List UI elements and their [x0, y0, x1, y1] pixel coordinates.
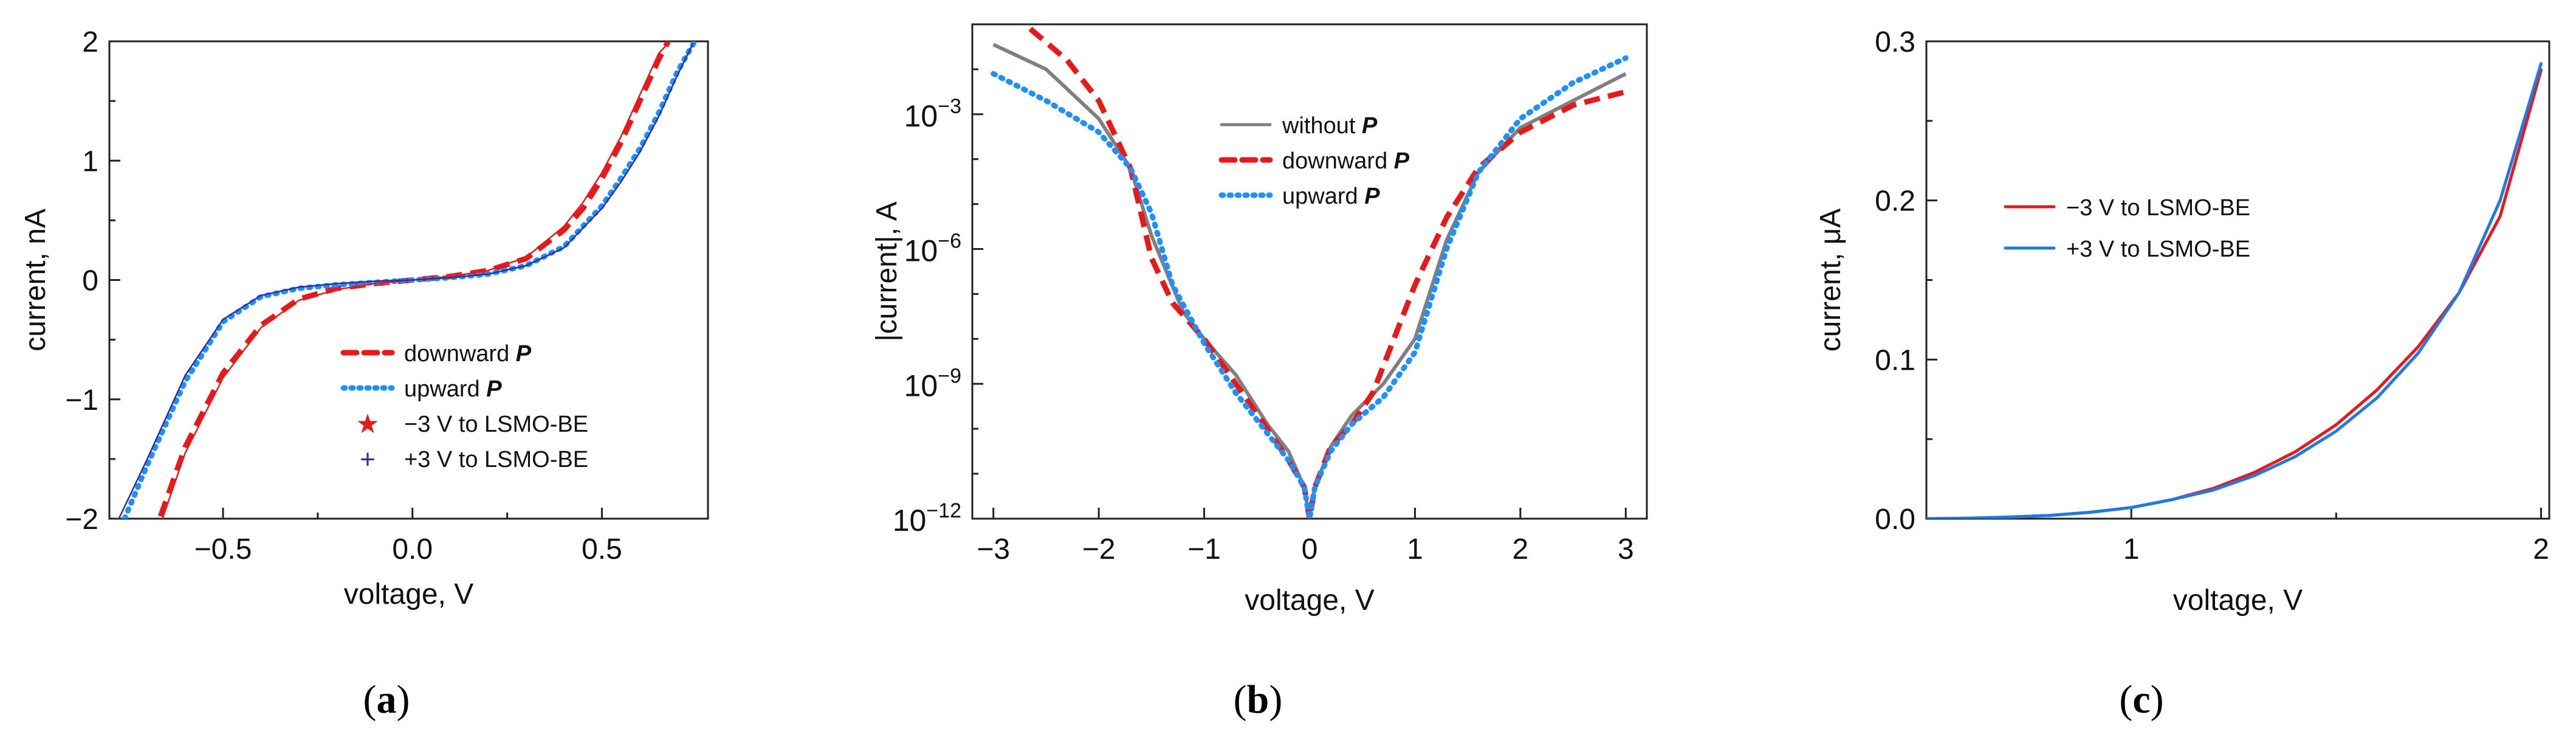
y-axis-label-b: |current|, A: [871, 201, 903, 341]
y-tick-label-a: 0: [82, 265, 98, 297]
y-tick-label-a: 1: [82, 145, 98, 178]
x-axis-label-c: voltage, V: [2173, 584, 2303, 617]
y-tick-base: 10: [904, 368, 938, 403]
y-tick-base: 10: [904, 234, 938, 268]
legend-label-1: +3 V to LSMO-BE: [2066, 237, 2250, 262]
y-axis-label-c: current, μA: [1815, 209, 1847, 352]
legend-entry-1-0: without P: [1220, 113, 1378, 139]
y-tick-label-b: 10−3: [904, 95, 961, 133]
x-tick-label-c: 1: [2123, 533, 2140, 565]
legend-label-0: downward P: [404, 341, 532, 367]
x-tick-label-a: 0.5: [582, 533, 622, 565]
legend-label-symbol: P: [486, 376, 502, 402]
plot-c-series: [1926, 62, 2543, 519]
x-tick-label-b: 2: [1513, 533, 1529, 565]
legend-label-2: upward P: [1282, 184, 1380, 209]
legend-label-text: upward: [1282, 184, 1364, 209]
legend-label-3: +3 V to LSMO-BE: [404, 447, 588, 472]
x-tick-label-a: 0.0: [392, 533, 433, 565]
y-tick-label-c: 0.1: [1875, 344, 1915, 376]
x-tick-label-b: 1: [1407, 533, 1423, 565]
y-tick-label-a: −2: [65, 503, 98, 536]
panel-caption-b: (b): [1234, 677, 1283, 722]
panel-caption-c: (c): [2119, 677, 2163, 722]
caption-open: (: [2119, 677, 2132, 722]
legend-label-text: without: [1282, 113, 1362, 139]
y-tick-label-b: 10−12: [893, 499, 961, 538]
caption-close: ): [1269, 677, 1282, 722]
legend-entry-1-1: downward P: [1218, 148, 1410, 174]
legend-entry-0-3: + +3 V to LSMO-BE: [360, 444, 588, 474]
y-tick-base: 10: [893, 503, 927, 538]
legend-label-1: upward P: [404, 376, 502, 402]
legend-entry-1-2: upward P: [1218, 184, 1380, 209]
plot-a-series: [118, 41, 698, 519]
series-a-0: [157, 41, 671, 517]
legend-entry-0-1: upward P: [340, 376, 502, 402]
legend-label-0: without P: [1282, 113, 1378, 139]
series-c-0: [1926, 68, 2543, 519]
y-tick-exponent: −12: [926, 499, 961, 522]
legend-marker-3: +: [360, 444, 376, 474]
x-tick-label-b: −1: [1187, 533, 1221, 565]
legend-label-text: −3 V to LSMO-BE: [2066, 195, 2250, 221]
panel-caption-a: (a): [363, 677, 410, 722]
series-b-1: [1028, 26, 1627, 519]
legend-entry-0-0: downward P: [340, 341, 532, 367]
legend-label-2: −3 V to LSMO-BE: [404, 412, 588, 437]
series-a-2: [162, 41, 671, 519]
legend-label-1: downward P: [1282, 148, 1410, 174]
legend-label-symbol: P: [1364, 184, 1380, 209]
plot-b-frame: [971, 23, 1648, 520]
legend-label-symbol: P: [1394, 148, 1410, 174]
caption-letter: b: [1247, 677, 1269, 722]
y-tick-label-b: 10−9: [904, 364, 961, 403]
y-tick-base: 10: [904, 99, 938, 133]
legend-label-text: downward: [1282, 148, 1394, 174]
y-tick-label-a: 2: [82, 26, 98, 58]
x-tick-label-b: −2: [1082, 533, 1116, 565]
y-tick-label-c: 0.3: [1875, 26, 1915, 58]
y-tick-label-c: 0.2: [1875, 185, 1915, 218]
legend-marker-2: ★: [355, 409, 379, 439]
y-tick-label-c: 0.0: [1875, 503, 1915, 536]
legend-label-text: upward: [404, 376, 486, 402]
x-axis-label-b: voltage, V: [1245, 584, 1374, 617]
caption-close: ): [2151, 677, 2164, 722]
x-tick-label-b: 3: [1618, 533, 1634, 565]
y-tick-label-a: −1: [65, 384, 98, 417]
series-a-3: [118, 43, 694, 519]
caption-letter: a: [377, 677, 397, 722]
y-axis-label-a: current, nA: [19, 209, 52, 351]
legend-label-text: downward: [404, 341, 516, 367]
x-tick-label-b: −3: [977, 533, 1010, 565]
y-tick-exponent: −3: [938, 95, 961, 118]
y-tick-label-b: 10−6: [904, 230, 961, 268]
legend-label-text: +3 V to LSMO-BE: [2066, 237, 2250, 262]
x-tick-label-c: 2: [2533, 533, 2549, 565]
x-tick-label-b: 0: [1302, 533, 1318, 565]
legend-entry-2-0: −3 V to LSMO-BE: [2004, 195, 2250, 221]
caption-open: (: [363, 677, 377, 722]
x-axis-label-a: voltage, V: [344, 578, 473, 610]
y-tick-exponent: −6: [938, 230, 961, 253]
y-tick-exponent: −9: [938, 364, 961, 387]
legend-label-0: −3 V to LSMO-BE: [2066, 195, 2250, 221]
legend-label-text: +3 V to LSMO-BE: [404, 447, 588, 472]
series-b-2: [991, 55, 1629, 519]
caption-open: (: [1234, 677, 1247, 722]
plot-c-frame: [1925, 40, 2550, 520]
legend-entry-2-1: +3 V to LSMO-BE: [2004, 237, 2250, 262]
x-tick-label-a: −0.5: [194, 533, 252, 565]
legend-label-symbol: P: [1362, 113, 1378, 139]
series-c-1: [1926, 62, 2543, 519]
legend-entry-0-2: ★ −3 V to LSMO-BE: [355, 409, 588, 439]
caption-close: ): [397, 677, 410, 722]
plot-b-series: [991, 26, 1629, 519]
legend-label-text: −3 V to LSMO-BE: [404, 412, 588, 437]
legend-label-symbol: P: [516, 341, 532, 367]
caption-letter: c: [2132, 677, 2150, 722]
